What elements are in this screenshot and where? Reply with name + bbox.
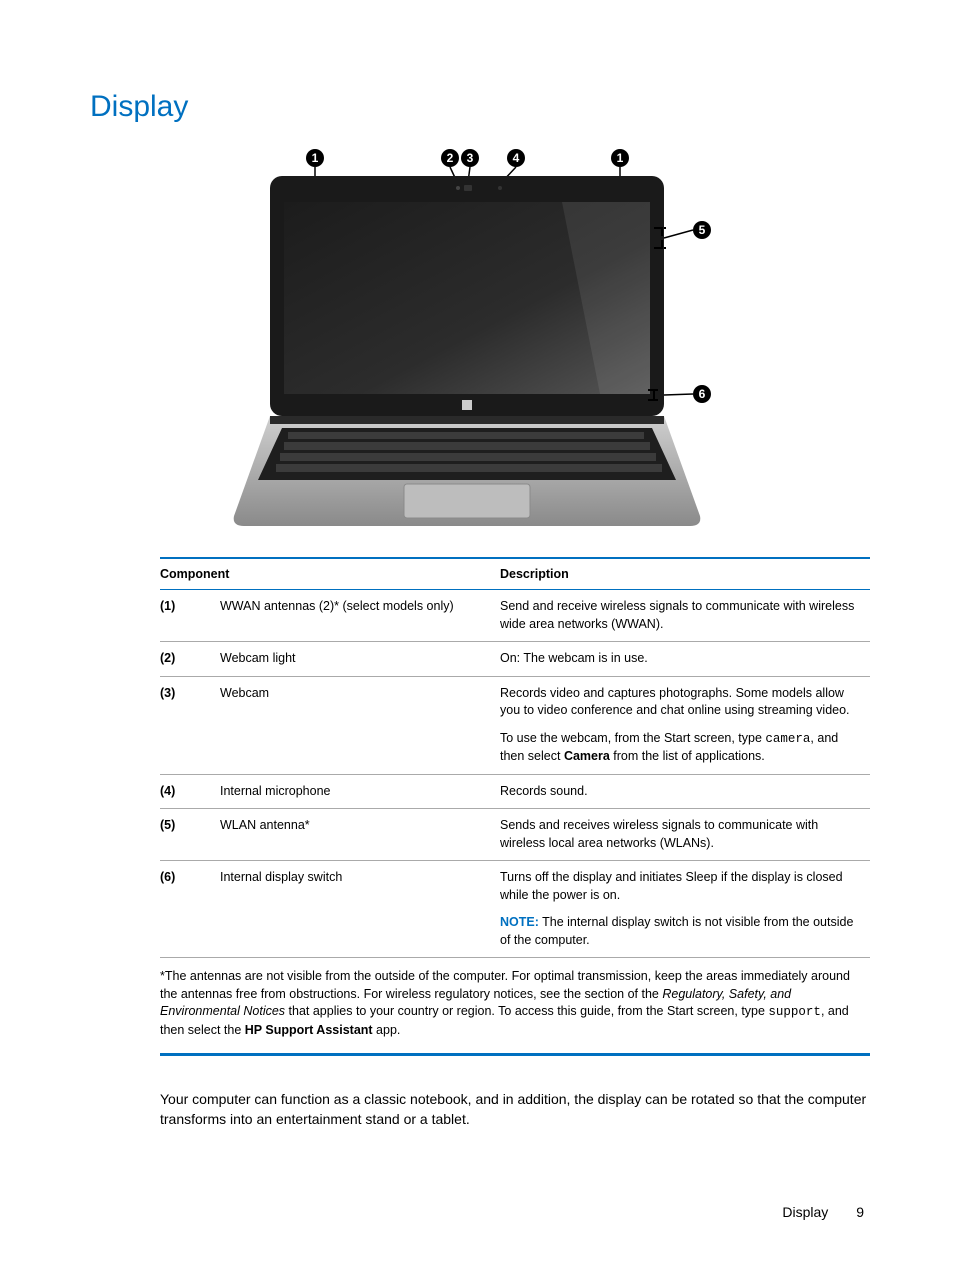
page-footer: Display 9: [782, 1204, 864, 1220]
row-component: Internal display switch: [220, 861, 500, 958]
callout-6: 6: [699, 387, 706, 401]
table-row: (1) WWAN antennas (2)* (select models on…: [160, 590, 870, 642]
callout-5: 5: [699, 223, 706, 237]
desc-note: NOTE: The internal display switch is not…: [500, 914, 866, 949]
th-component: Component: [160, 558, 500, 590]
row-component: Webcam: [220, 676, 500, 774]
row-desc: Records video and captures photographs. …: [500, 676, 870, 774]
row-num: (1): [160, 590, 220, 642]
callout-3: 3: [467, 151, 474, 165]
row-num: (6): [160, 861, 220, 958]
table-row: (2) Webcam light On: The webcam is in us…: [160, 642, 870, 677]
row-desc: Sends and receives wireless signals to c…: [500, 809, 870, 861]
table-row: (4) Internal microphone Records sound.: [160, 774, 870, 809]
callout-1b: 1: [617, 151, 624, 165]
row-desc: Turns off the display and initiates Slee…: [500, 861, 870, 958]
table-row: (5) WLAN antenna* Sends and receives wir…: [160, 809, 870, 861]
table-footnote-row: *The antennas are not visible from the o…: [160, 958, 870, 1055]
callout-4: 4: [513, 151, 520, 165]
th-description: Description: [500, 558, 870, 590]
row-num: (3): [160, 676, 220, 774]
row-num: (5): [160, 809, 220, 861]
callout-2: 2: [447, 151, 454, 165]
desc-para: To use the webcam, from the Start screen…: [500, 730, 866, 766]
callout-1a: 1: [312, 151, 319, 165]
footer-section: Display: [782, 1204, 828, 1220]
row-desc: Records sound.: [500, 774, 870, 809]
row-num: (4): [160, 774, 220, 809]
row-component: WLAN antenna*: [220, 809, 500, 861]
desc-para: Records video and captures photographs. …: [500, 685, 866, 720]
row-num: (2): [160, 642, 220, 677]
row-desc: Send and receive wireless signals to com…: [500, 590, 870, 642]
footer-page-number: 9: [856, 1204, 864, 1220]
desc-para: Turns off the display and initiates Slee…: [500, 869, 866, 904]
table-row: (3) Webcam Records video and captures ph…: [160, 676, 870, 774]
page-heading: Display: [90, 90, 864, 124]
table-footnote: *The antennas are not visible from the o…: [160, 958, 870, 1055]
components-table: Component Description (1) WWAN antennas …: [160, 557, 870, 1056]
table-row: (6) Internal display switch Turns off th…: [160, 861, 870, 958]
row-component: Internal microphone: [220, 774, 500, 809]
row-component: WWAN antennas (2)* (select models only): [220, 590, 500, 642]
display-figure: 1 2 3 4 1 5 6: [90, 144, 864, 537]
row-desc: On: The webcam is in use.: [500, 642, 870, 677]
row-component: Webcam light: [220, 642, 500, 677]
body-paragraph: Your computer can function as a classic …: [160, 1090, 870, 1129]
